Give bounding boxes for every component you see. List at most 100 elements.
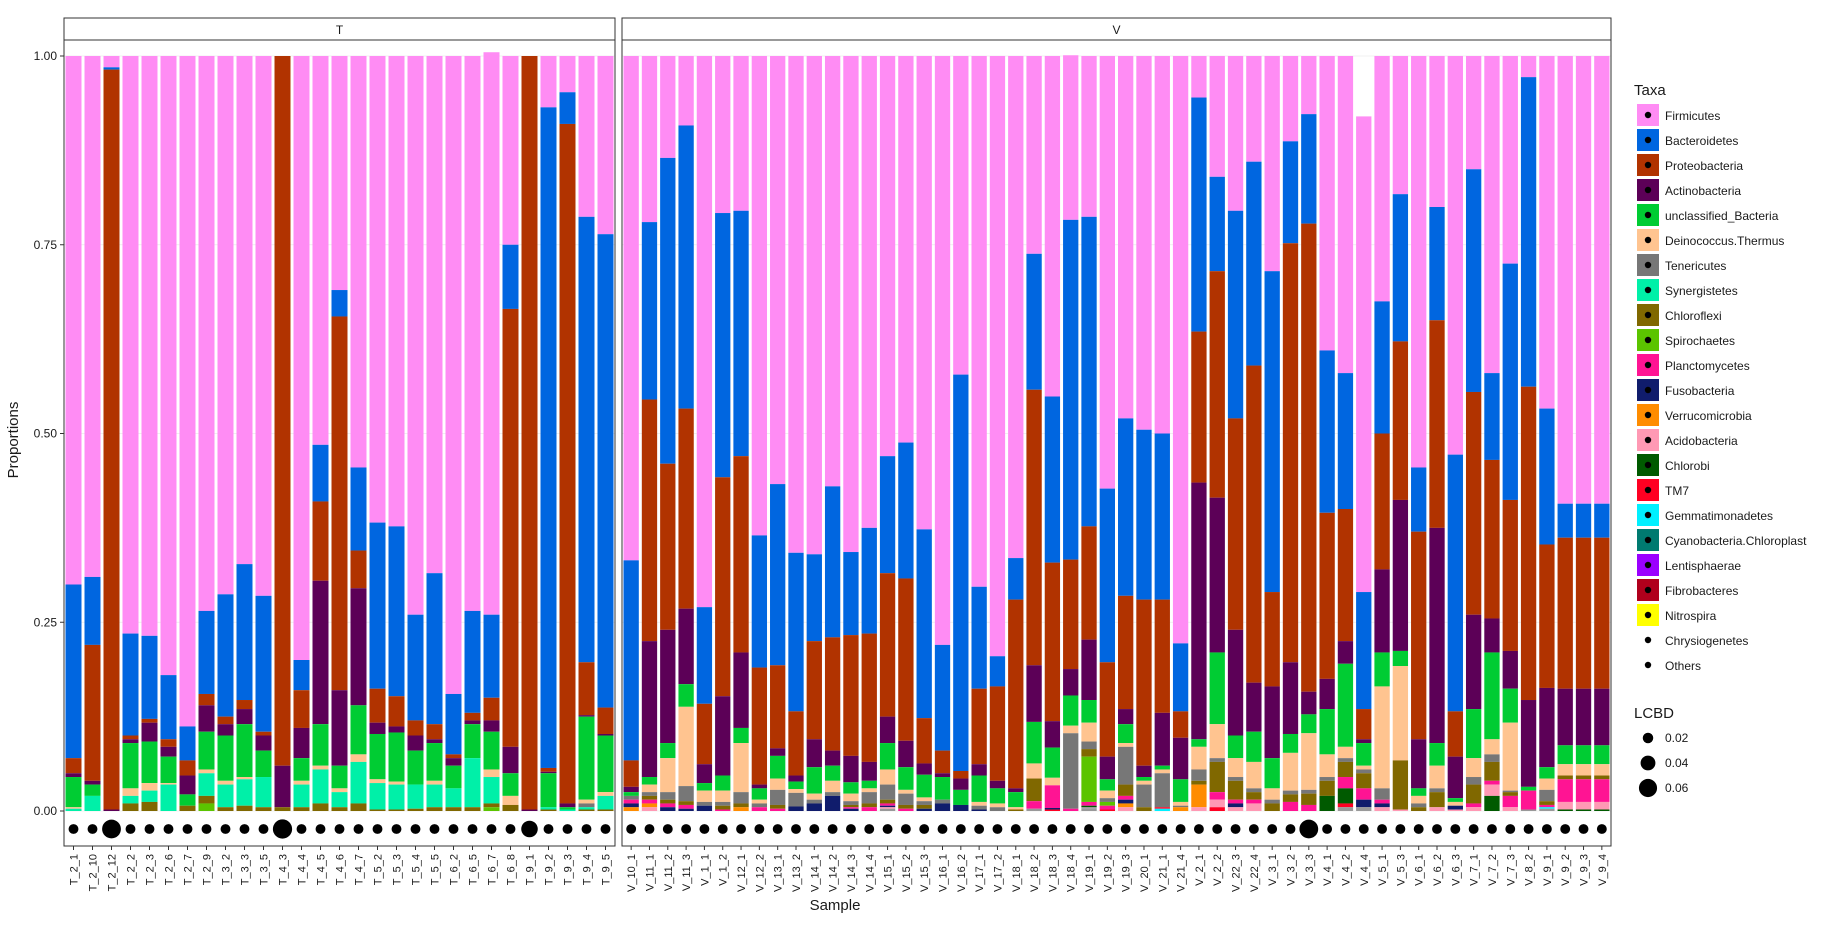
bar-T_9_2 xyxy=(540,56,557,811)
bar-segment-Fusobacteria xyxy=(1227,803,1244,808)
lcbd-point-T_2_9 xyxy=(201,824,212,834)
bar-segment-Actinobacteria xyxy=(312,580,329,725)
bar-segment-Bacteroidetes xyxy=(350,467,367,551)
x-tick-label: T_9_2 xyxy=(544,854,556,885)
bar-segment-Actinobacteria xyxy=(1502,650,1518,689)
bar-segment-Actinobacteria xyxy=(274,765,291,808)
bar-segment-Deinococcus.Thermus xyxy=(65,807,82,809)
bar-segment-Verrucomicrobia xyxy=(733,807,749,811)
bar-segment-Acidobacteria xyxy=(1227,807,1244,811)
x-tick-label: T_2_10 xyxy=(88,854,100,891)
bar-segment-Tenericutes xyxy=(806,799,822,804)
bar-segment-Deinococcus.Thermus xyxy=(483,769,500,778)
bar-segment-Chloroflexi xyxy=(1539,801,1555,805)
bar-segment-unclassified_Bacteria xyxy=(806,767,822,794)
bar-segment-Fusobacteria xyxy=(879,805,896,808)
lcbd-point-T_6_7 xyxy=(486,824,497,834)
bar-segment-Tenericutes xyxy=(578,803,595,808)
bar-segment-Actinobacteria xyxy=(1520,700,1537,787)
bar-segment-Proteobacteria xyxy=(623,760,639,787)
bar-segment-Tenericutes xyxy=(1118,746,1134,785)
x-tick-label: V_3_2 xyxy=(1285,854,1297,886)
bar-segment-Firmicutes xyxy=(540,56,557,108)
bar-segment-Deinococcus.Thermus xyxy=(733,743,749,793)
bar-segment-Actinobacteria xyxy=(103,809,120,811)
bar-segment-Bacteroidetes xyxy=(369,522,386,689)
bar-segment-Deinococcus.Thermus xyxy=(160,783,177,785)
bar-segment-Bacteroidetes xyxy=(179,726,196,761)
bar-segment-Proteobacteria xyxy=(1484,459,1500,619)
bar-segment-unclassified_Bacteria xyxy=(1392,650,1409,667)
bar-segment-Chlorobi xyxy=(1081,805,1097,808)
bar-segment-Deinococcus.Thermus xyxy=(1063,725,1079,734)
legend-point xyxy=(1644,536,1652,544)
bar-V_20_1 xyxy=(1136,56,1152,811)
bar-segment-Deinococcus.Thermus xyxy=(1026,763,1042,779)
bar-segment-Tenericutes xyxy=(1429,788,1445,793)
bar-segment-Deinococcus.Thermus xyxy=(715,790,731,802)
bar-segment-Proteobacteria xyxy=(1465,391,1482,615)
lcbd-point-T_9_4 xyxy=(581,824,592,834)
bar-segment-Actinobacteria xyxy=(198,705,215,732)
bar-segment-Chloroflexi xyxy=(255,807,272,811)
x-tick-label: T_4_5 xyxy=(316,854,328,885)
bar-segment-Proteobacteria xyxy=(1282,243,1299,663)
bar-segment-Deinococcus.Thermus xyxy=(388,781,405,785)
bar-segment-Synergistetes xyxy=(65,808,82,811)
bar-segment-Firmicutes xyxy=(1008,56,1024,559)
bar-segment-Synergistetes xyxy=(293,784,310,808)
bar-segment-undefined xyxy=(1520,809,1537,811)
lcbd-point-V_8_2 xyxy=(1523,824,1534,834)
legend-label: Deinococcus.Thermus xyxy=(1665,234,1784,248)
bar-segment-Chloroflexi xyxy=(1301,793,1317,805)
bar-segment-Firmicutes xyxy=(198,56,215,611)
bar-V_12_1 xyxy=(733,56,749,811)
bar-segment-Bacteroidetes xyxy=(733,210,749,457)
bar-segment-Bacteroidetes xyxy=(1209,176,1225,272)
bar-segment-Acidobacteria xyxy=(879,807,896,809)
bar-segment-Chloroflexi xyxy=(1264,803,1280,811)
bar-segment-Synergistetes xyxy=(597,795,614,810)
bar-segment-Chloroflexi xyxy=(641,795,658,800)
lcbd-point-V_2_2 xyxy=(1212,824,1223,834)
bar-segment-Planctomycetes xyxy=(641,799,658,804)
bar-segment-Tenericutes xyxy=(1484,754,1500,762)
bar-segment-Deinococcus.Thermus xyxy=(1246,761,1262,789)
bar-segment-Synergistetes xyxy=(141,790,158,802)
bar-V_4_1 xyxy=(1319,56,1335,811)
bar-segment-Proteobacteria xyxy=(198,693,215,706)
bar-segment-Proteobacteria xyxy=(989,686,1006,781)
bar-segment-Firmicutes xyxy=(559,56,576,93)
lcbd-point-V_3_1 xyxy=(1267,824,1278,834)
bar-segment-unclassified_Bacteria xyxy=(788,781,804,790)
lcbd-point-V_19_3 xyxy=(1120,824,1131,834)
legend-lcbd-label: 0.06 xyxy=(1665,781,1689,795)
bar-segment-Proteobacteria xyxy=(1557,537,1573,689)
bar-segment-Fusobacteria xyxy=(934,803,951,811)
bar-segment-Deinococcus.Thermus xyxy=(843,793,859,802)
x-tick-label: V_21_1 xyxy=(1157,854,1169,892)
bar-segment-unclassified_Bacteria xyxy=(1575,745,1592,765)
bar-segment-Firmicutes xyxy=(916,56,932,530)
bar-segment-Tenericutes xyxy=(1154,773,1170,808)
legend-label: Proteobacteria xyxy=(1665,159,1743,173)
bar-segment-Chloroflexi xyxy=(1319,780,1335,796)
bar-segment-unclassified_Bacteria xyxy=(540,773,557,808)
bar-segment-unclassified_Bacteria xyxy=(1081,700,1097,723)
bar-segment-Planctomycetes xyxy=(1484,780,1500,785)
lcbd-point-V_2_1 xyxy=(1193,824,1204,834)
bar-segment-Proteobacteria xyxy=(1264,592,1280,687)
legend-point xyxy=(1644,636,1652,644)
bar-segment-Chloroflexi xyxy=(1429,792,1445,808)
legend-point xyxy=(1644,261,1652,269)
bar-segment-Fusobacteria xyxy=(1374,803,1390,808)
bar-segment-unclassified_Bacteria xyxy=(160,756,177,784)
bar-segment-Proteobacteria xyxy=(879,573,896,717)
bar-segment-Deinococcus.Thermus xyxy=(696,790,713,802)
bar-segment-Tenericutes xyxy=(1539,789,1555,802)
bar-segment-Chloroflexi xyxy=(1411,807,1427,811)
bar-segment-Chloroflexi xyxy=(198,795,215,804)
bar-segment-Actinobacteria xyxy=(1264,686,1280,759)
bar-V_1_2 xyxy=(715,56,731,811)
bar-segment-unclassified_Bacteria xyxy=(1099,779,1115,791)
